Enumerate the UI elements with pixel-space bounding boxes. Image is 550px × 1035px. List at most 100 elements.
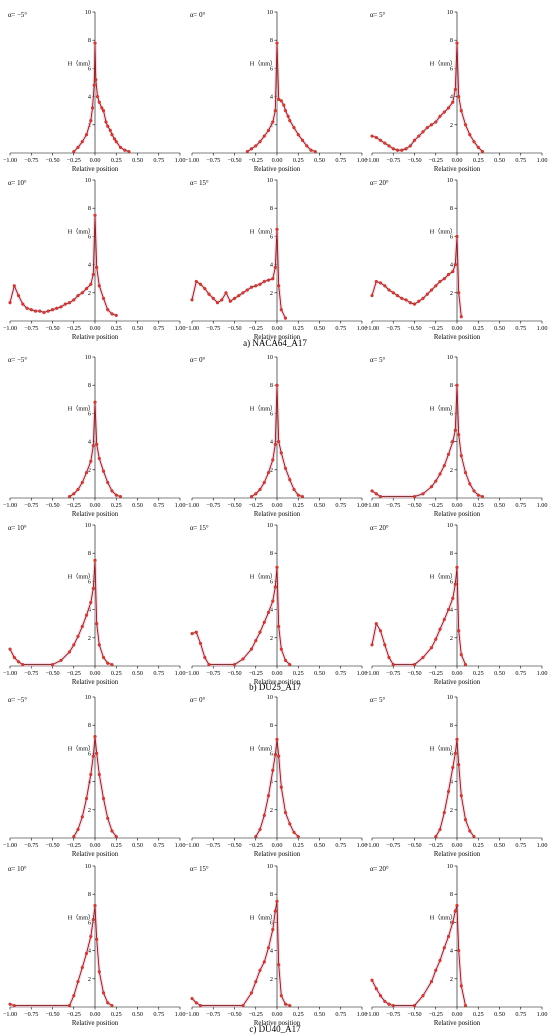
data-point xyxy=(273,265,277,269)
y-axis-label: H（mm） xyxy=(250,61,276,68)
x-tick-label: 1.00 xyxy=(537,1011,548,1018)
data-point xyxy=(273,753,277,757)
data-point xyxy=(455,41,459,45)
data-point xyxy=(463,123,468,127)
x-tick-label: 0.00 xyxy=(452,842,463,849)
y-tick-label: 10 xyxy=(447,694,453,701)
data-point xyxy=(89,459,93,463)
data-point xyxy=(211,296,215,300)
y-axis-label: H（mm） xyxy=(250,229,276,236)
x-tick-label: 0.50 xyxy=(314,502,325,509)
x-tick-label: 0.00 xyxy=(272,157,283,164)
x-tick-label: −1.00 xyxy=(365,842,379,849)
data-point xyxy=(421,130,425,134)
y-axis-label: H（mm） xyxy=(430,746,456,753)
x-tick-label: 0.50 xyxy=(132,157,143,164)
data-point xyxy=(249,147,254,151)
data-point xyxy=(434,637,438,641)
panel-title: α= 20° xyxy=(370,180,389,187)
data-point xyxy=(442,946,446,950)
x-tick-label: −0.75 xyxy=(386,670,400,677)
data-point xyxy=(370,978,374,982)
data-point xyxy=(97,970,101,974)
y-tick-label: 6 xyxy=(270,410,273,417)
series-halo xyxy=(370,234,464,317)
data-point xyxy=(442,110,446,114)
data-point xyxy=(446,934,451,939)
data-point xyxy=(378,138,383,142)
series-line xyxy=(73,42,130,153)
data-point xyxy=(258,968,262,972)
x-tick-label: 1.00 xyxy=(175,670,186,677)
data-point xyxy=(374,135,378,140)
x-axis-label: Relative position xyxy=(254,679,301,686)
y-axis-label: H（mm） xyxy=(430,915,456,922)
data-point xyxy=(21,663,25,667)
data-point xyxy=(457,95,461,99)
x-tick-label: 0.75 xyxy=(153,842,164,849)
data-point xyxy=(378,629,383,633)
chart-panel-b-4: −1.00 −0.75 −0.50 −0.25 0.00 0.25 0.50 0.75 1.00… xyxy=(3,522,186,686)
data-point xyxy=(457,629,461,633)
data-point xyxy=(266,278,271,282)
data-point xyxy=(429,646,434,650)
data-point xyxy=(271,458,275,462)
x-tick-label: 0.75 xyxy=(515,1011,526,1018)
x-tick-label: 0.75 xyxy=(335,325,346,332)
data-point xyxy=(271,599,275,603)
data-point xyxy=(118,495,123,499)
data-point xyxy=(72,643,76,647)
data-point xyxy=(12,1004,16,1008)
x-tick-label: −0.25 xyxy=(429,157,443,164)
data-point xyxy=(417,134,421,138)
data-point xyxy=(118,145,123,149)
data-point xyxy=(198,641,203,645)
data-point xyxy=(241,291,245,295)
data-point xyxy=(442,811,446,815)
data-point xyxy=(254,284,258,288)
data-point xyxy=(50,308,55,312)
caption-c: c) DU40_A17 xyxy=(249,1024,301,1034)
x-axis-label: Relative position xyxy=(434,851,481,858)
panel-title: α= 0° xyxy=(190,12,205,19)
y-tick-label: 8 xyxy=(270,37,273,44)
data-point xyxy=(258,487,262,492)
data-point xyxy=(112,137,117,141)
data-point xyxy=(249,647,254,651)
x-tick-label: −0.25 xyxy=(429,502,443,509)
y-tick-label: 4 xyxy=(450,607,453,614)
chart-panel-b-1: −1.00 −0.75 −0.50 −0.25 0.00 0.25 0.50 0.75 1.00… xyxy=(3,354,186,518)
data-point xyxy=(84,613,89,617)
y-tick-label: 4 xyxy=(88,439,91,446)
x-tick-label: −1.00 xyxy=(3,1011,17,1018)
y-tick-label: 4 xyxy=(270,94,273,101)
data-point xyxy=(101,991,106,995)
y-tick-label: 6 xyxy=(88,919,91,926)
data-point xyxy=(91,272,95,277)
data-point xyxy=(110,489,114,493)
data-point xyxy=(283,658,288,662)
data-point xyxy=(106,480,110,485)
data-point xyxy=(241,657,245,661)
data-point xyxy=(296,133,300,137)
x-tick-label: 1.00 xyxy=(175,157,186,164)
x-axis-label: Relative position xyxy=(254,334,301,341)
x-tick-label: −0.25 xyxy=(249,157,263,164)
x-tick-label: 1.00 xyxy=(175,502,186,509)
y-tick-label: 2 xyxy=(88,635,91,642)
x-axis-label: Relative position xyxy=(434,511,481,518)
chart-panel-b-2: −1.00 −0.75 −0.50 −0.25 0.00 0.25 0.50 0.75 1.00… xyxy=(185,354,368,518)
data-point xyxy=(262,813,266,817)
y-tick-label: 8 xyxy=(88,550,91,557)
data-point xyxy=(442,617,446,622)
data-point xyxy=(241,1004,245,1008)
data-point xyxy=(455,565,459,569)
y-tick-label: 4 xyxy=(450,262,453,269)
y-tick-label: 10 xyxy=(85,9,91,16)
x-tick-label: 1.00 xyxy=(357,670,368,677)
data-point xyxy=(472,835,476,839)
data-point xyxy=(446,608,451,612)
data-point xyxy=(93,400,97,404)
data-point xyxy=(417,299,421,303)
data-point xyxy=(395,294,400,298)
